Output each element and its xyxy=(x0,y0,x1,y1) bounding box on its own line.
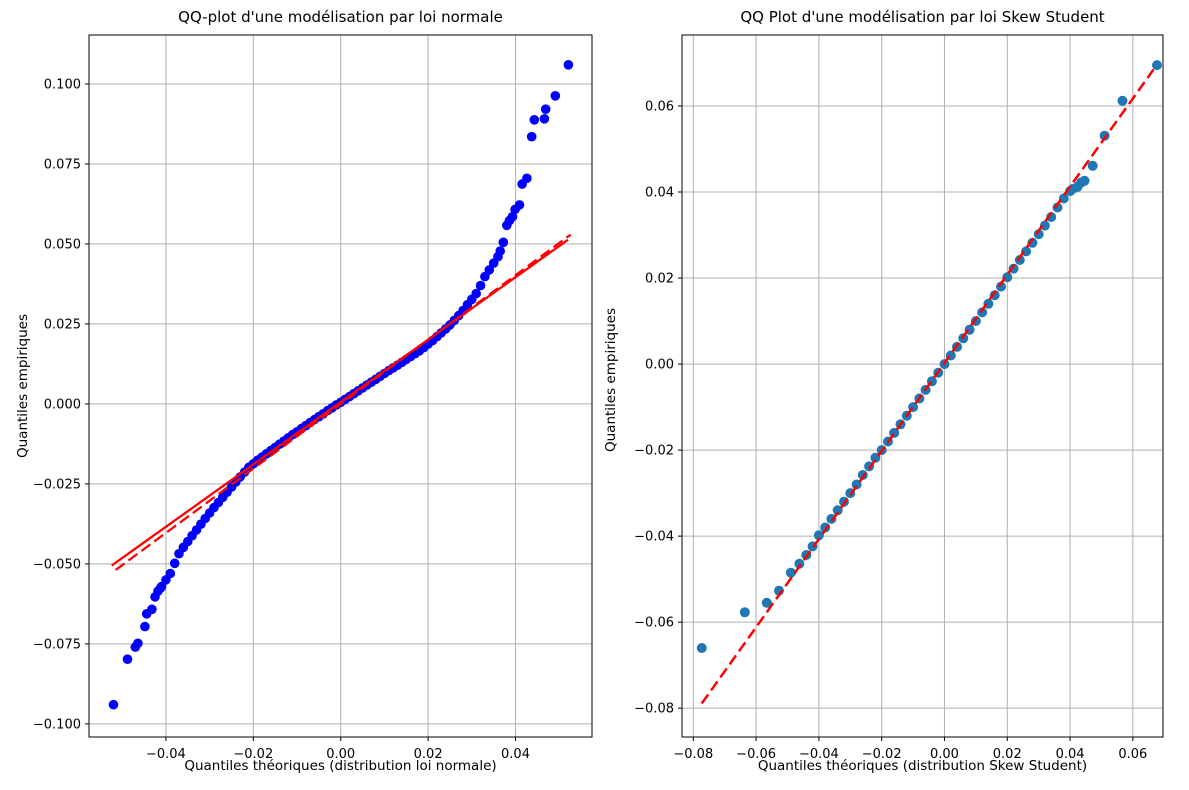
data-point xyxy=(851,479,862,490)
data-point xyxy=(813,530,824,541)
left-chart-title: QQ-plot d'une modélisation par loi norma… xyxy=(178,8,503,26)
data-point xyxy=(1079,175,1090,186)
y-tick-label: −0.08 xyxy=(634,702,674,717)
data-point xyxy=(147,604,157,615)
x-tick-label: 0.04 xyxy=(501,747,530,762)
data-point xyxy=(471,288,482,299)
regression-line xyxy=(111,238,569,567)
data-point xyxy=(484,265,495,275)
data-point xyxy=(761,597,772,608)
x-tick-label: −0.02 xyxy=(233,747,273,762)
data-point xyxy=(1099,130,1110,141)
data-point xyxy=(1117,95,1128,106)
data-point xyxy=(514,200,525,210)
data-point xyxy=(696,643,707,653)
data-point xyxy=(1152,60,1162,71)
plot-border xyxy=(681,34,1164,738)
data-point xyxy=(108,699,119,710)
y-tick-label: −0.075 xyxy=(33,637,81,652)
data-point xyxy=(539,114,550,124)
y-tick-label: 0.02 xyxy=(645,272,674,287)
data-point xyxy=(996,281,1006,292)
x-tick-label: 0.00 xyxy=(930,747,959,762)
x-tick-label: −0.04 xyxy=(799,747,839,762)
x-tick-label: 0.04 xyxy=(1056,747,1085,762)
data-point xyxy=(785,567,796,578)
x-tick-label: 0.06 xyxy=(1118,747,1147,762)
data-point xyxy=(1014,255,1025,265)
data-point xyxy=(550,91,561,101)
data-point xyxy=(498,237,509,248)
data-point xyxy=(1087,160,1098,171)
x-tick-label: −0.04 xyxy=(146,747,186,762)
data-point xyxy=(1039,220,1050,231)
data-point xyxy=(169,558,180,569)
y-tick-label: 0.075 xyxy=(44,157,81,172)
y-tick-label: −0.04 xyxy=(634,530,674,545)
data-point xyxy=(563,60,574,70)
y-tick-label: 0.000 xyxy=(44,397,81,412)
left-x-axis-label: Quantiles théoriques (distribution loi n… xyxy=(184,758,497,774)
y-tick-label: −0.050 xyxy=(33,557,81,572)
identity-line xyxy=(114,233,572,571)
data-point xyxy=(529,115,540,125)
y-tick-label: −0.02 xyxy=(634,444,674,459)
data-point xyxy=(832,505,843,516)
y-tick-label: −0.025 xyxy=(33,477,81,492)
data-point xyxy=(133,638,143,649)
y-tick-label: 0.04 xyxy=(645,186,674,201)
x-tick-label: 0.00 xyxy=(326,747,355,762)
identity-line xyxy=(700,68,1155,705)
data-point xyxy=(475,280,486,291)
data-point xyxy=(977,307,988,318)
y-tick-label: 0.100 xyxy=(44,77,81,92)
data-point xyxy=(122,654,133,664)
data-point xyxy=(526,131,537,142)
x-tick-label: 0.02 xyxy=(414,747,443,762)
data-point xyxy=(794,558,805,569)
data-point xyxy=(165,568,176,579)
data-point xyxy=(540,104,551,114)
x-tick-label: 0.02 xyxy=(993,747,1022,762)
data-point xyxy=(495,246,506,256)
right-x-axis-label: Quantiles théoriques (distribution Skew … xyxy=(757,758,1088,774)
y-tick-label: 0.06 xyxy=(645,99,674,114)
right-chart-title: QQ Plot d'une modélisation par loi Skew … xyxy=(740,8,1105,26)
data-point xyxy=(1027,237,1038,248)
right-y-axis-label: Quantiles empiriques xyxy=(603,308,619,452)
data-point xyxy=(507,211,518,222)
data-point xyxy=(140,621,150,632)
y-tick-label: 0.050 xyxy=(44,237,81,252)
y-tick-label: 0.025 xyxy=(44,317,81,332)
y-tick-label: −0.100 xyxy=(33,717,81,732)
data-point xyxy=(1033,229,1044,240)
y-tick-label: 0.00 xyxy=(645,358,674,373)
data-point xyxy=(1052,202,1063,213)
data-point xyxy=(739,607,750,618)
x-tick-label: −0.08 xyxy=(673,747,713,762)
x-tick-label: −0.06 xyxy=(736,747,776,762)
x-tick-label: −0.02 xyxy=(862,747,902,762)
y-tick-label: −0.06 xyxy=(634,616,674,631)
data-point xyxy=(522,173,532,184)
left-y-axis-label: Quantiles empiriques xyxy=(15,314,31,458)
